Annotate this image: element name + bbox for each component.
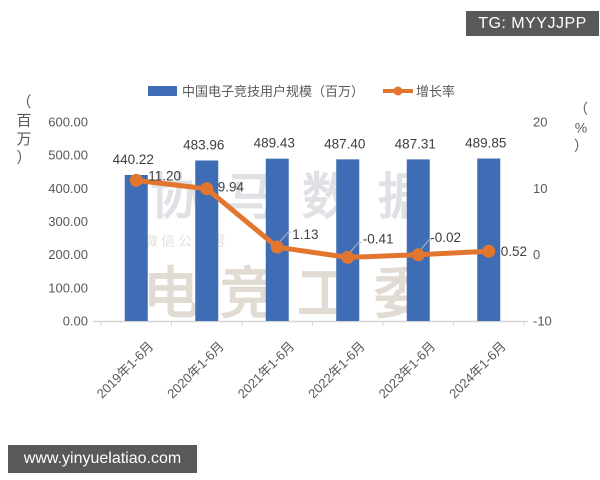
bar-1 [195,160,219,321]
line-value-label: -0.02 [430,230,461,245]
legend-line-marker [393,86,403,96]
y-axis-right-tick-label: 10 [533,181,547,196]
legend-line-label: 增长率 [416,84,455,99]
y-axis-left-unit: （ [16,94,31,111]
bar-3 [336,159,360,321]
y-axis-right-unit: % [575,120,587,136]
y-axis-left-unit: 万 [16,131,31,148]
bar-value-label: 489.85 [465,136,506,151]
y-axis-left-tick-label: 100.00 [48,280,88,295]
line-point-0 [129,173,143,187]
line-point-2 [270,240,284,254]
x-axis-category-label: 2022年1-6月 [305,339,368,402]
bar-5 [477,158,501,321]
y-axis-left-tick-label: 200.00 [48,247,88,262]
line-point-5 [482,244,496,258]
bar-value-label: 440.22 [113,152,154,167]
line-value-label: -0.41 [363,231,394,246]
y-axis-left-tick-label: 500.00 [48,148,88,163]
label-leader-line [279,231,292,242]
bar-value-label: 483.96 [183,137,224,152]
x-axis-category-label: 2021年1-6月 [235,339,298,402]
x-axis-category-label: 2019年1-6月 [94,339,157,402]
line-point-4 [411,248,425,262]
label-leader-line [420,239,433,250]
y-axis-left-tick-label: 0.00 [63,314,88,329]
bar-4 [406,159,430,321]
legend-bar-swatch [148,86,177,96]
y-axis-left-tick-label: 600.00 [48,115,88,130]
y-axis-right-unit: （ [574,101,588,117]
y-axis-right-tick-label: -10 [533,314,552,329]
legend-bar-label: 中国电子竞技用户规模（百万） [182,84,364,99]
x-axis-category-label: 2024年1-6月 [446,339,509,402]
x-axis-category-label: 2023年1-6月 [376,339,439,402]
x-axis-category-label: 2020年1-6月 [164,339,227,402]
y-axis-left-unit: 百 [16,113,31,130]
telegram-badge: TG: MYYJJPP [466,11,599,36]
bar-value-label: 487.31 [395,136,436,151]
label-leader-line [350,241,362,252]
line-value-label: 0.52 [501,244,527,259]
line-value-label: 11.20 [148,168,181,183]
y-axis-right-tick-label: 20 [533,115,547,130]
line-point-3 [341,250,355,264]
y-axis-right-unit: ） [574,138,588,154]
bar-value-label: 489.43 [254,136,295,151]
line-point-1 [200,182,214,196]
line-value-label: 9.94 [218,180,245,195]
y-axis-left-tick-label: 400.00 [48,181,88,196]
line-value-label: 1.13 [292,227,318,242]
y-axis-left-tick-label: 300.00 [48,214,88,229]
website-url-bar: www.yinyuelatiao.com [8,445,197,473]
y-axis-left-unit: ） [16,150,31,167]
growth-rate-line [133,177,492,260]
bar-2 [265,158,289,321]
bar-value-label: 487.40 [324,136,365,151]
bar-0 [124,174,148,321]
y-axis-right-tick-label: 0 [533,247,540,262]
